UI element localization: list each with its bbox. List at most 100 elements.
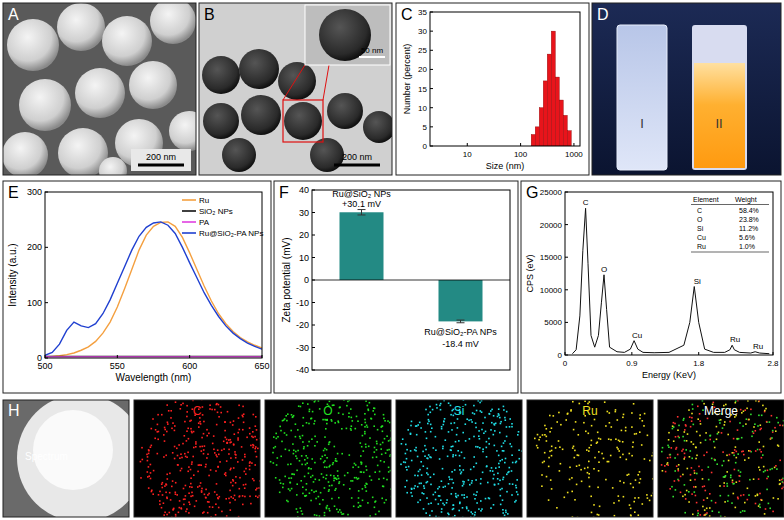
- map-dot: [737, 453, 739, 455]
- map-dot: [323, 462, 325, 464]
- map-dot: [301, 510, 303, 512]
- map-dot: [365, 444, 367, 446]
- y-tick-label: 15000: [540, 253, 563, 262]
- map-dot: [490, 470, 492, 472]
- map-dot: [770, 438, 772, 440]
- map-dot: [305, 464, 307, 466]
- y-tick-label: -10: [296, 298, 309, 308]
- map-dot: [170, 499, 172, 501]
- map-dot: [242, 459, 244, 461]
- map-dot: [161, 507, 163, 509]
- scale-bar: [334, 164, 380, 167]
- panel-frame: [3, 3, 196, 175]
- map-dot: [779, 425, 781, 427]
- map-dot: [688, 491, 690, 493]
- tile-background: [265, 400, 391, 517]
- map-dot: [328, 508, 330, 510]
- map-dot: [367, 409, 369, 411]
- map-dot: [626, 459, 628, 461]
- map-dot: [739, 480, 741, 482]
- map-dot: [774, 427, 776, 429]
- map-dot: [419, 469, 421, 471]
- map-dot: [299, 460, 301, 462]
- map-dot: [358, 502, 360, 504]
- map-dot: [536, 445, 538, 447]
- map-dot: [759, 449, 761, 451]
- map-dot: [324, 419, 326, 421]
- map-dot: [326, 419, 328, 421]
- map-dot: [315, 490, 317, 492]
- map-dot: [500, 489, 502, 491]
- sphere: [202, 56, 240, 94]
- map-dot: [194, 506, 196, 508]
- map-dot: [669, 488, 671, 490]
- map-dot: [509, 426, 511, 428]
- map-dot: [299, 436, 301, 438]
- map-dot: [470, 511, 472, 513]
- x-tick: [698, 352, 699, 355]
- map-dot: [349, 488, 351, 490]
- map-dot: [243, 484, 245, 486]
- map-dot: [457, 427, 459, 429]
- panel-frame: [134, 400, 260, 517]
- map-dot: [573, 446, 575, 448]
- map-dot: [308, 441, 310, 443]
- map-dot: [302, 493, 304, 495]
- map-dot: [736, 438, 738, 440]
- map-dot: [430, 412, 432, 414]
- map-dot: [172, 480, 174, 482]
- map-dot: [682, 496, 684, 498]
- map-tile: [527, 400, 653, 517]
- map-dot: [689, 416, 691, 418]
- map-dot: [588, 461, 590, 463]
- map-dot: [340, 512, 342, 514]
- y-tick-label: 35: [418, 8, 427, 17]
- map-dot: [584, 468, 586, 470]
- map-dot: [509, 467, 511, 469]
- map-dot: [174, 446, 176, 448]
- map-dot: [721, 465, 723, 467]
- map-dot: [229, 490, 231, 492]
- map-dot: [733, 438, 735, 440]
- map-dot: [546, 476, 548, 478]
- map-dot: [515, 485, 517, 487]
- map-dot: [378, 478, 380, 480]
- map-dot: [411, 460, 413, 462]
- map-dot: [498, 414, 500, 416]
- map-dot: [480, 500, 482, 502]
- map-dot: [401, 443, 403, 445]
- map-dot: [338, 511, 340, 513]
- sphere: [3, 132, 48, 175]
- map-dot: [357, 420, 359, 422]
- map-dot: [495, 467, 497, 469]
- map-dot: [326, 474, 328, 476]
- map-dot: [417, 475, 419, 477]
- map-dot: [213, 435, 215, 437]
- map-dot: [475, 446, 477, 448]
- map-dot: [705, 432, 707, 434]
- map-dot: [597, 487, 599, 489]
- map-dot: [334, 478, 336, 480]
- map-dot: [716, 463, 718, 465]
- map-dot: [696, 502, 698, 504]
- map-dot: [479, 438, 481, 440]
- map-dot: [711, 500, 713, 502]
- map-dot: [704, 485, 706, 487]
- map-dot: [216, 404, 218, 406]
- map-dot: [339, 481, 341, 483]
- map-dot: [148, 475, 150, 477]
- map-dot: [701, 469, 703, 471]
- map-dot: [724, 421, 726, 423]
- map-dot: [682, 436, 684, 438]
- map-dot: [758, 415, 760, 417]
- map-dot: [723, 476, 725, 478]
- map-dot: [697, 510, 699, 512]
- map-dot: [219, 461, 221, 463]
- map-dot: [307, 403, 309, 405]
- map-dot: [430, 431, 432, 433]
- panel-letter: H: [8, 402, 20, 419]
- map-dot: [239, 488, 241, 490]
- sphere: [222, 138, 256, 172]
- map-dot: [741, 412, 743, 414]
- map-dot: [771, 437, 773, 439]
